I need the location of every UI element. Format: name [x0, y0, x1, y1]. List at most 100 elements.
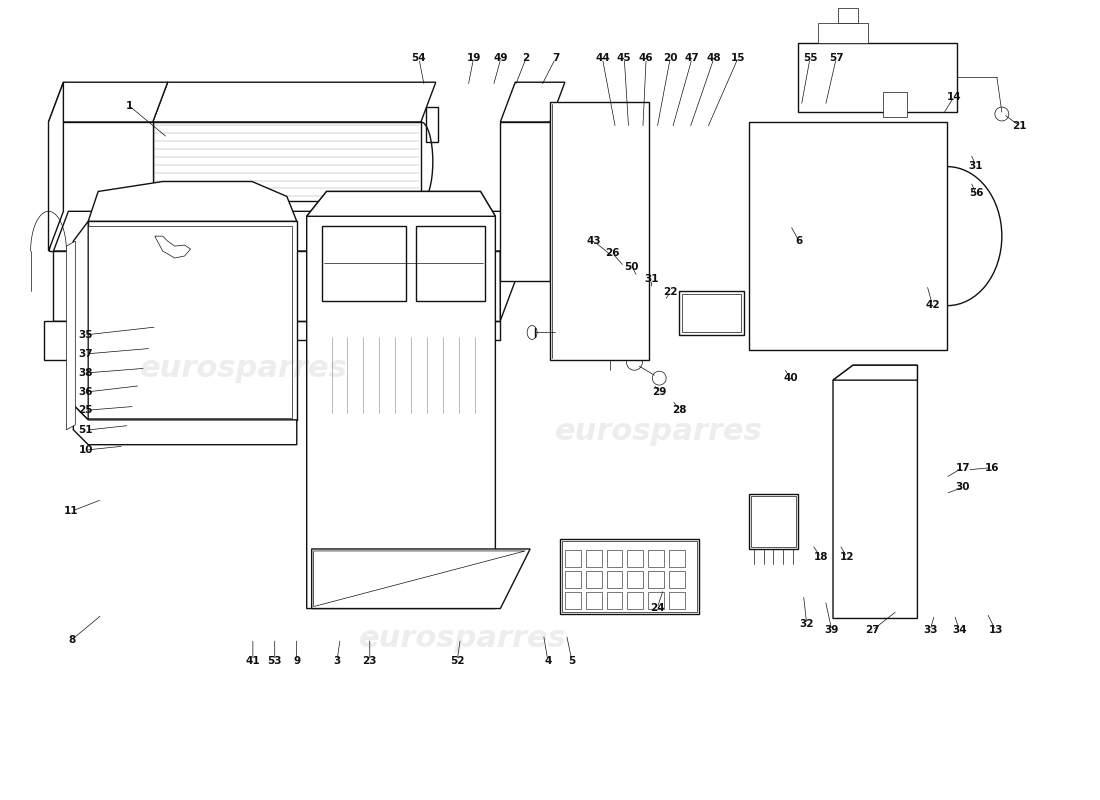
Text: 9: 9	[293, 655, 300, 666]
Text: 39: 39	[825, 626, 839, 635]
Bar	[565, 571, 581, 588]
Polygon shape	[153, 122, 421, 202]
Bar	[560, 539, 698, 614]
Text: 55: 55	[803, 54, 817, 63]
Text: 2: 2	[522, 54, 529, 63]
Polygon shape	[550, 102, 649, 360]
Polygon shape	[153, 82, 436, 122]
Bar	[627, 571, 644, 588]
Bar	[866, 57, 900, 89]
Text: 29: 29	[652, 387, 667, 397]
Polygon shape	[321, 226, 406, 301]
Text: 31: 31	[969, 161, 983, 170]
Text: 42: 42	[925, 300, 939, 310]
Bar	[627, 592, 644, 609]
Bar	[669, 550, 685, 567]
Polygon shape	[416, 226, 485, 301]
Bar	[606, 592, 623, 609]
Text: 47: 47	[684, 54, 700, 63]
Text: 44: 44	[595, 54, 609, 63]
Polygon shape	[88, 226, 292, 418]
Bar	[317, 434, 485, 494]
Text: 31: 31	[645, 274, 659, 284]
Bar	[351, 137, 376, 152]
Polygon shape	[307, 191, 495, 216]
Polygon shape	[66, 241, 75, 430]
Text: 11: 11	[64, 506, 79, 516]
Text: 24: 24	[650, 603, 664, 613]
Bar	[606, 550, 623, 567]
Text: eurosparres: eurosparres	[359, 624, 566, 653]
Polygon shape	[833, 366, 917, 618]
Text: 48: 48	[706, 54, 722, 63]
Text: 20: 20	[663, 54, 678, 63]
Text: 27: 27	[865, 626, 880, 635]
Polygon shape	[68, 222, 88, 420]
Text: 54: 54	[411, 54, 426, 63]
Text: 46: 46	[639, 54, 653, 63]
Bar	[585, 550, 602, 567]
Bar	[585, 592, 602, 609]
Bar	[682, 294, 740, 333]
Bar	[750, 496, 796, 547]
Polygon shape	[749, 122, 947, 350]
Text: 15: 15	[730, 54, 745, 63]
Text: 34: 34	[953, 626, 967, 635]
Text: 21: 21	[1012, 121, 1027, 131]
Polygon shape	[500, 122, 550, 281]
Polygon shape	[88, 222, 297, 420]
Polygon shape	[48, 82, 167, 122]
Bar	[426, 107, 438, 142]
Bar	[311, 137, 337, 152]
Polygon shape	[74, 405, 297, 445]
Text: 41: 41	[245, 655, 261, 666]
Polygon shape	[500, 82, 565, 122]
Text: 49: 49	[494, 54, 508, 63]
Text: 22: 22	[663, 287, 678, 297]
Text: 53: 53	[267, 655, 282, 666]
Text: 18: 18	[814, 552, 828, 562]
Polygon shape	[314, 551, 525, 606]
Text: 37: 37	[78, 349, 94, 359]
Text: 6: 6	[795, 236, 803, 246]
Bar	[311, 430, 491, 499]
Text: 26: 26	[605, 248, 619, 258]
Bar	[679, 290, 744, 335]
Text: 38: 38	[78, 368, 94, 378]
Text: 7: 7	[552, 54, 559, 63]
Bar	[759, 219, 823, 261]
Bar	[123, 301, 183, 318]
Text: 1: 1	[125, 101, 133, 111]
Text: eurosparres: eurosparres	[141, 354, 348, 382]
Bar	[282, 301, 327, 318]
Text: 28: 28	[672, 405, 686, 414]
Bar	[585, 571, 602, 588]
Bar	[862, 53, 902, 92]
Text: 23: 23	[363, 655, 377, 666]
Bar	[317, 335, 485, 415]
Bar	[351, 301, 392, 318]
Bar	[648, 550, 664, 567]
Text: 57: 57	[829, 54, 844, 63]
Bar	[272, 137, 297, 152]
Bar	[627, 550, 644, 567]
Bar	[669, 592, 685, 609]
Polygon shape	[838, 8, 858, 22]
Polygon shape	[44, 321, 153, 360]
Text: 19: 19	[466, 54, 481, 63]
Text: 14: 14	[947, 91, 961, 102]
Text: 17: 17	[956, 462, 970, 473]
Polygon shape	[155, 236, 190, 258]
Polygon shape	[58, 251, 103, 290]
Polygon shape	[48, 122, 153, 251]
Polygon shape	[311, 549, 530, 609]
Polygon shape	[54, 211, 515, 251]
Bar	[311, 330, 491, 420]
Bar	[232, 137, 257, 152]
Bar	[749, 494, 799, 549]
Polygon shape	[799, 42, 957, 112]
Bar	[669, 571, 685, 588]
Text: 16: 16	[986, 462, 1000, 473]
Bar	[836, 427, 858, 445]
Polygon shape	[307, 191, 495, 609]
